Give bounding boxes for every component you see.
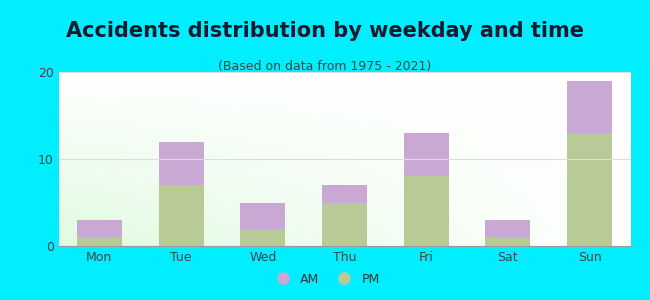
Bar <box>322 202 367 246</box>
Bar <box>159 142 203 185</box>
Bar <box>159 185 203 246</box>
Bar <box>77 237 122 246</box>
Bar <box>404 176 448 246</box>
Legend: AM, PM: AM, PM <box>265 268 385 291</box>
Bar <box>240 229 285 246</box>
Bar <box>404 133 448 176</box>
Bar <box>240 202 285 229</box>
Bar <box>567 133 612 246</box>
Bar <box>486 220 530 237</box>
Bar <box>77 220 122 237</box>
Text: (Based on data from 1975 - 2021): (Based on data from 1975 - 2021) <box>218 60 432 73</box>
Bar <box>322 185 367 202</box>
Bar <box>486 237 530 246</box>
Text: Accidents distribution by weekday and time: Accidents distribution by weekday and ti… <box>66 21 584 41</box>
Bar <box>567 81 612 133</box>
